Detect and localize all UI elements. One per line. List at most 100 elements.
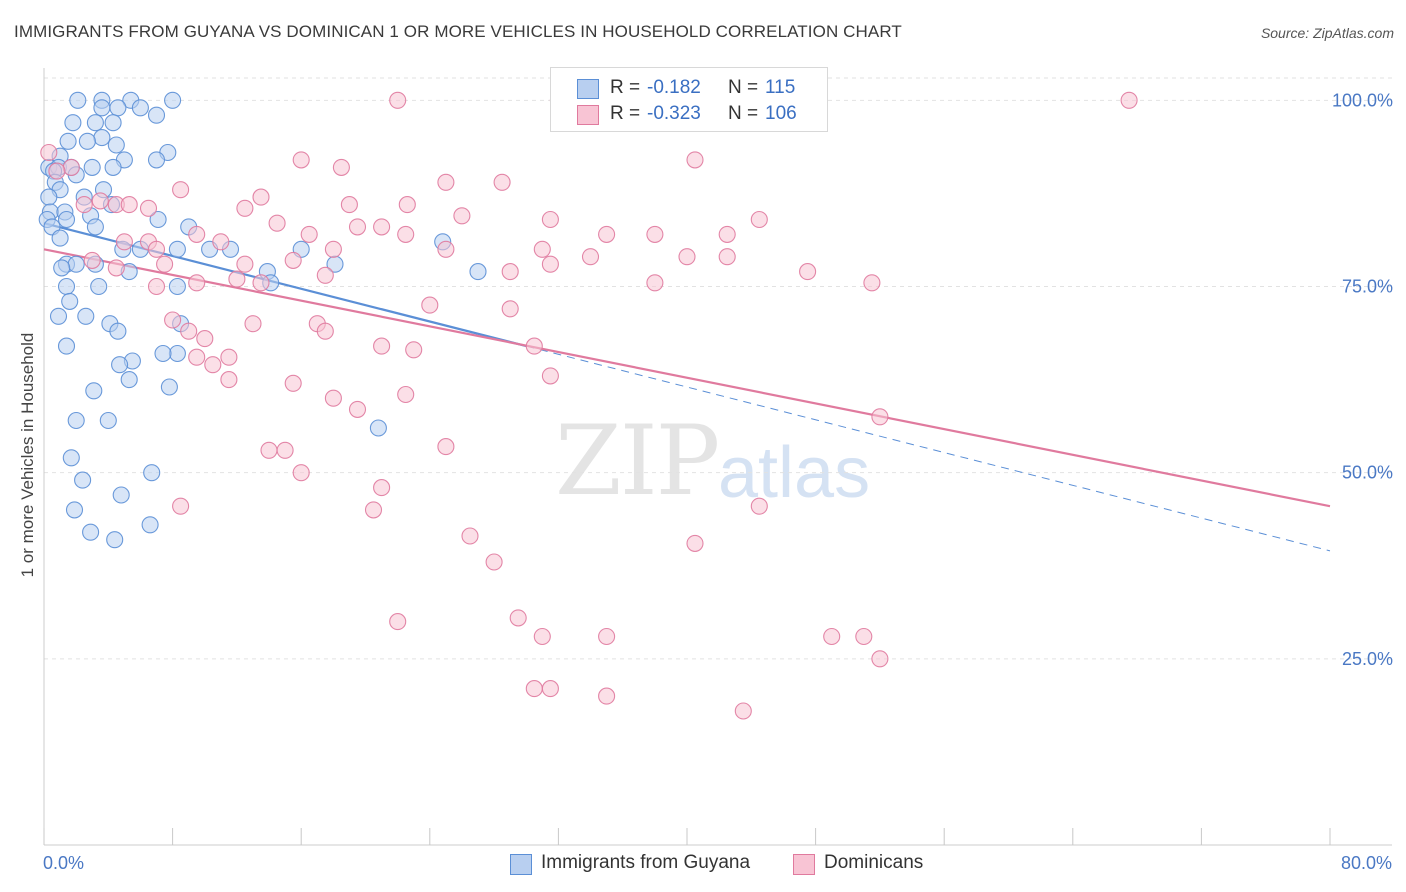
- point-dominicans: [437, 240, 455, 258]
- trendline-dominicans: [43, 248, 1331, 508]
- point-dominicans: [276, 441, 294, 459]
- point-dominicans: [348, 400, 367, 418]
- legend-label-guyana: Immigrants from Guyana: [541, 852, 751, 873]
- point-dominicans: [220, 348, 238, 366]
- correlation-legend: R = -0.182 N = 115 R = -0.323 N = 106: [550, 67, 828, 132]
- legend-n-value: 115: [765, 77, 796, 98]
- axes: [43, 68, 1392, 846]
- point-dominicans: [236, 199, 254, 217]
- legend-r-label: R =: [610, 103, 641, 124]
- x-tick-min: 0.0%: [43, 853, 85, 873]
- point-dominicans: [260, 441, 278, 459]
- point-dominicans: [509, 609, 527, 627]
- point-dominicans: [686, 151, 704, 169]
- point-dominicans: [533, 627, 551, 646]
- point-guyana: [86, 218, 104, 236]
- point-dominicans: [373, 337, 391, 355]
- point-dominicans: [120, 196, 138, 214]
- legend-swatch-guyana: [577, 79, 599, 99]
- point-dominicans: [750, 210, 768, 229]
- legend-swatch-dominicans: [793, 854, 815, 875]
- point-dominicans: [332, 158, 350, 176]
- point-guyana: [67, 411, 85, 430]
- point-dominicans: [172, 497, 190, 515]
- point-guyana: [111, 356, 129, 374]
- point-dominicans: [598, 687, 616, 705]
- point-dominicans: [107, 259, 125, 277]
- point-dominicans: [397, 385, 415, 404]
- point-guyana: [147, 106, 166, 124]
- grid-lines: [44, 77, 1392, 660]
- point-guyana: [104, 114, 122, 132]
- point-dominicans: [316, 266, 334, 284]
- point-dominicans: [156, 255, 174, 273]
- point-guyana: [369, 419, 387, 437]
- watermark-zip: ZIP: [555, 405, 720, 517]
- point-dominicans: [405, 341, 423, 359]
- point-dominicans: [397, 225, 415, 243]
- point-dominicans: [220, 371, 238, 389]
- y-axis-label: 1 or more Vehicles in Household: [18, 332, 37, 578]
- point-guyana: [106, 531, 124, 549]
- legend-n-label: N =: [728, 77, 759, 98]
- point-dominicans: [300, 225, 318, 243]
- point-guyana: [53, 259, 71, 277]
- point-dominicans: [646, 225, 664, 243]
- point-guyana: [112, 486, 130, 504]
- point-dominicans: [75, 196, 93, 214]
- point-dominicans: [871, 408, 889, 426]
- point-dominicans: [244, 315, 262, 333]
- legend-n-label: N =: [728, 103, 759, 124]
- point-dominicans: [493, 173, 511, 191]
- point-dominicans: [437, 173, 455, 191]
- point-dominicans: [389, 91, 407, 109]
- point-dominicans: [373, 218, 391, 236]
- point-dominicans: [284, 374, 302, 392]
- y-tick-label: 50.0%: [1342, 463, 1393, 483]
- point-guyana: [57, 337, 76, 355]
- data-points: [38, 91, 1138, 720]
- point-dominicans: [485, 553, 503, 571]
- point-guyana: [164, 91, 182, 109]
- point-dominicans: [598, 627, 616, 646]
- point-dominicans: [541, 367, 559, 385]
- x-tick-max: 80.0%: [1340, 853, 1392, 873]
- point-dominicans: [453, 207, 471, 225]
- point-dominicans: [268, 214, 286, 232]
- point-dominicans: [750, 497, 768, 515]
- point-dominicans: [115, 233, 133, 251]
- legend-row-guyana: R = -0.182 N = 115: [551, 75, 827, 101]
- point-guyana: [93, 99, 111, 117]
- point-dominicans: [437, 438, 455, 456]
- point-dominicans: [340, 196, 358, 214]
- point-guyana: [49, 307, 68, 325]
- point-dominicans: [180, 322, 198, 340]
- legend-row-dominicans: R = -0.323 N = 106: [551, 101, 827, 127]
- point-guyana: [93, 129, 111, 147]
- point-guyana: [77, 307, 95, 325]
- point-dominicans: [324, 240, 342, 258]
- point-guyana: [141, 516, 159, 534]
- point-dominicans: [421, 296, 439, 314]
- point-guyana: [168, 277, 186, 296]
- point-guyana: [40, 188, 58, 206]
- source-label: Source: ZipAtlas.com: [1260, 25, 1394, 41]
- point-dominicans: [598, 225, 616, 243]
- point-dominicans: [172, 181, 190, 199]
- point-dominicans: [855, 627, 873, 646]
- point-guyana: [85, 382, 103, 400]
- point-guyana: [69, 91, 87, 109]
- point-guyana: [168, 344, 186, 363]
- point-dominicans: [188, 348, 206, 366]
- point-dominicans: [292, 464, 310, 482]
- point-guyana: [147, 151, 166, 169]
- point-dominicans: [678, 248, 696, 266]
- point-dominicans: [1120, 91, 1138, 109]
- chart-title: IMMIGRANTS FROM GUYANA VS DOMINICAN 1 OR…: [14, 22, 902, 41]
- legend-swatch-dominicans: [577, 105, 599, 125]
- point-dominicans: [252, 188, 270, 206]
- point-guyana: [57, 277, 76, 296]
- point-dominicans: [147, 240, 166, 258]
- legend-r-value: -0.323: [647, 103, 701, 124]
- point-dominicans: [686, 534, 704, 552]
